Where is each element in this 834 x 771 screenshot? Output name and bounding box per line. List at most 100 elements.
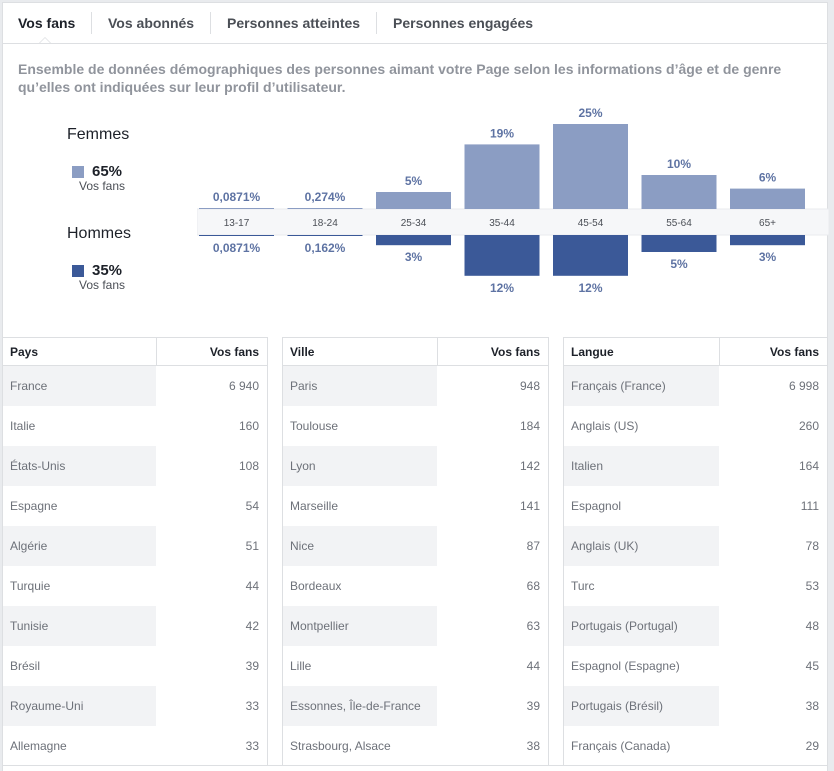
table-row: Turc 53 <box>564 566 827 606</box>
row-label: Nice <box>283 526 437 566</box>
table-row: Allemagne 33 <box>3 726 267 766</box>
women-data-label: 10% <box>667 157 691 171</box>
men-data-label: 0,162% <box>305 241 346 255</box>
row-value: 160 <box>156 406 267 446</box>
age-tick-label: 55-64 <box>666 218 692 229</box>
women-bar <box>199 208 274 209</box>
table-row: Portugais (Portugal) 48 <box>564 606 827 646</box>
row-value: 42 <box>156 606 267 646</box>
cities-header[interactable]: Ville <box>283 337 437 366</box>
row-value: 78 <box>719 526 827 566</box>
row-value: 63 <box>437 606 548 646</box>
tab-vos-abonnes[interactable]: Vos abonnés <box>108 15 195 31</box>
row-label: États-Unis <box>3 446 156 486</box>
row-label: Turquie <box>3 566 156 606</box>
row-value: 45 <box>719 646 827 686</box>
row-value: 38 <box>437 726 548 766</box>
women-sublabel: Vos fans <box>79 179 126 193</box>
age-tick-label: 45-54 <box>578 218 604 229</box>
row-value: 53 <box>719 566 827 606</box>
row-value: 142 <box>437 446 548 486</box>
languages-header[interactable]: Langue <box>564 337 719 366</box>
age-tick-label: 18-24 <box>312 218 338 229</box>
countries-header[interactable]: Pays <box>3 337 156 366</box>
row-label: Turc <box>564 566 719 606</box>
row-label: Montpellier <box>283 606 437 646</box>
row-label: Anglais (UK) <box>564 526 719 566</box>
row-label: Espagne <box>3 486 156 526</box>
men-bar <box>287 235 363 236</box>
cities-table: Ville Vos fans Paris 948 Toulouse 184 Lyon 14… <box>283 337 548 766</box>
women-data-label: 19% <box>490 126 514 140</box>
row-value: 44 <box>437 646 548 686</box>
row-value: 39 <box>437 686 548 726</box>
women-data-label: 25% <box>578 106 602 120</box>
cities-body: Paris 948 Toulouse 184 Lyon 142 Marseille 141 Ni… <box>283 365 548 766</box>
cities-fans-header[interactable]: Vos fans <box>436 337 548 366</box>
table-row: Toulouse 184 <box>283 406 548 446</box>
women-data-label: 5% <box>405 174 423 188</box>
men-bar <box>464 235 540 276</box>
row-value: 141 <box>437 486 548 526</box>
row-value: 68 <box>437 566 548 606</box>
row-value: 54 <box>156 486 267 526</box>
table-row: Italie 160 <box>3 406 267 446</box>
table-row: Marseille 141 <box>283 486 548 526</box>
languages-table: Langue Vos fans Français (France) 6 998 An… <box>564 337 827 766</box>
countries-body: France 6 940 Italie 160 États-Unis 108 Espagne… <box>3 365 267 766</box>
table-row: Essonnes, Île-de-France 39 <box>283 686 548 726</box>
table-row: Espagnol (Espagne) 45 <box>564 646 827 686</box>
table-row: Espagne 54 <box>3 486 267 526</box>
table-row: Lille 44 <box>283 646 548 686</box>
tab-divider <box>376 12 377 34</box>
table-gutter <box>548 337 564 765</box>
row-value: 38 <box>719 686 827 726</box>
row-label: Portugais (Brésil) <box>564 686 719 726</box>
table-row: Strasbourg, Alsace 38 <box>283 726 548 766</box>
table-row: Paris 948 <box>283 365 548 406</box>
women-bar <box>464 144 540 209</box>
row-label: Lille <box>283 646 437 686</box>
men-data-label: 3% <box>405 250 423 264</box>
panel-bottom-border <box>3 765 827 766</box>
table-row: Tunisie 42 <box>3 606 267 646</box>
men-bar <box>199 235 274 236</box>
men-color-swatch <box>72 265 84 277</box>
countries-fans-header[interactable]: Vos fans <box>155 337 267 366</box>
women-data-label: 6% <box>759 171 777 185</box>
women-bar <box>376 192 451 209</box>
men-percentage: 35% <box>92 262 123 279</box>
tab-bar: Vos fans Vos abonnés Personnes atteintes… <box>3 3 827 44</box>
table-row: Lyon 142 <box>283 446 548 486</box>
row-label: Marseille <box>283 486 437 526</box>
men-data-label: 12% <box>490 281 514 295</box>
row-value: 44 <box>156 566 267 606</box>
table-row: Anglais (US) 260 <box>564 406 827 446</box>
men-bar <box>553 235 628 276</box>
row-label: Espagnol <box>564 486 719 526</box>
table-row: Bordeaux 68 <box>283 566 548 606</box>
languages-fans-header[interactable]: Vos fans <box>718 337 827 366</box>
row-label: Paris <box>283 365 437 406</box>
women-bar <box>553 124 628 209</box>
men-bar <box>730 235 805 246</box>
men-legend-title: Hommes <box>67 225 132 242</box>
row-value: 6 940 <box>156 365 267 406</box>
row-value: 39 <box>156 646 267 686</box>
men-bar <box>376 235 451 246</box>
row-value: 111 <box>719 486 827 526</box>
men-sublabel: Vos fans <box>79 278 126 292</box>
tab-personnes-engagees[interactable]: Personnes engagées <box>393 15 534 31</box>
row-value: 948 <box>437 365 548 406</box>
tab-personnes-atteintes[interactable]: Personnes atteintes <box>227 15 361 31</box>
tab-vos-fans[interactable]: Vos fans <box>18 15 76 31</box>
men-bar <box>641 235 717 252</box>
row-label: Toulouse <box>283 406 437 446</box>
age-tick-label: 65+ <box>759 218 776 229</box>
table-row: Portugais (Brésil) 38 <box>564 686 827 726</box>
table-row: Italien 164 <box>564 446 827 486</box>
row-label: Essonnes, Île-de-France <box>283 686 437 726</box>
men-data-label: 5% <box>670 257 688 271</box>
row-value: 260 <box>719 406 827 446</box>
row-label: Lyon <box>283 446 437 486</box>
